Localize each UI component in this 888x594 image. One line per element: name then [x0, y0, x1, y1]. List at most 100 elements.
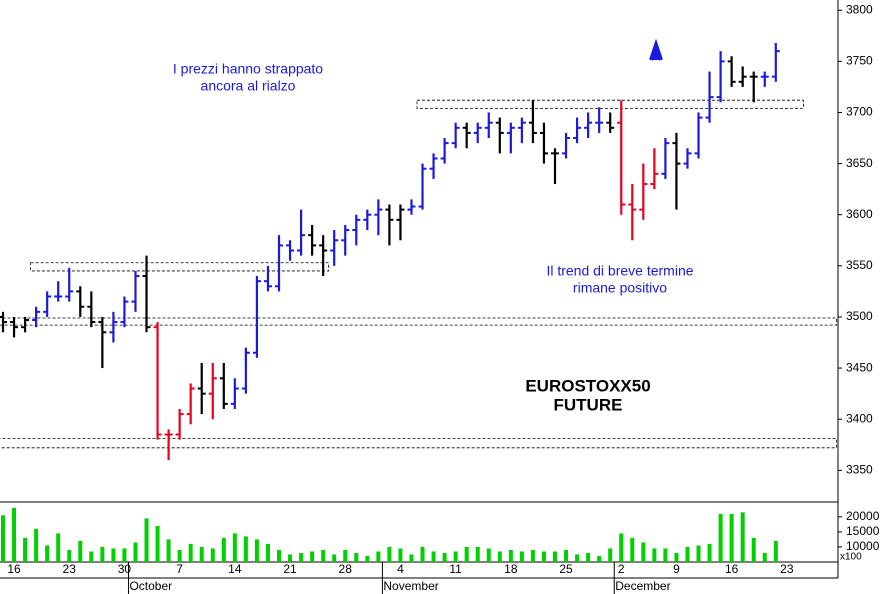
volume-bar: [299, 552, 304, 562]
volume-bar: [199, 546, 204, 562]
volume-bar: [78, 540, 83, 562]
ohlc-bar: [539, 122, 548, 164]
y-tick-label: 3350: [846, 462, 873, 476]
ohlc-bar: [617, 100, 626, 215]
ohlc-bar: [385, 204, 394, 246]
volume-bar: [497, 551, 502, 562]
ohlc-bar: [330, 230, 339, 266]
level-band: [30, 262, 330, 272]
x-tick-label: 14: [228, 562, 242, 576]
volume-bar: [144, 518, 149, 562]
volume-bar: [464, 546, 469, 562]
volume-bar: [210, 548, 215, 562]
ohlc-bar: [694, 112, 703, 159]
volume-bar: [166, 539, 171, 562]
volume-bar: [56, 533, 61, 562]
up-arrow: [649, 38, 663, 61]
volume-bar: [751, 537, 756, 562]
volume-bar: [663, 548, 668, 562]
volume-bar: [89, 551, 94, 562]
volume-bar: [442, 552, 447, 562]
ohlc-bar: [407, 199, 416, 215]
volume-bar: [553, 551, 557, 562]
volume-bar: [762, 552, 767, 562]
ohlc-bar: [760, 71, 769, 87]
volume-bar: [641, 542, 646, 562]
ohlc-bar: [109, 311, 118, 343]
annotation: Il trend di breve termine: [546, 263, 693, 279]
ohlc-bar: [573, 117, 582, 144]
volume-bar: [277, 549, 281, 562]
ohlc-bar: [208, 362, 217, 420]
level-band: [0, 317, 837, 326]
volume-bar: [177, 549, 182, 562]
ohlc-bar: [771, 42, 780, 82]
x-tick-label: 21: [283, 562, 297, 576]
y-tick-label: 3400: [846, 411, 873, 425]
volume-bar: [343, 549, 348, 562]
ohlc-bar: [252, 276, 261, 358]
volume-bar: [321, 549, 326, 562]
x-tick-label: 16: [725, 562, 739, 576]
ohlc-bar: [506, 122, 515, 154]
ohlc-bar: [153, 322, 162, 440]
volume-bar: [409, 554, 414, 562]
ohlc-bar: [672, 132, 681, 210]
ohlc-bar: [319, 235, 328, 277]
volume-bar: [155, 525, 160, 562]
volume-bar: [575, 554, 580, 562]
ohlc-bar: [308, 224, 317, 256]
annotation: EUROSTOXX50: [525, 376, 650, 395]
volume-bar: [288, 554, 293, 562]
volume-bar: [23, 537, 28, 562]
volume-bar: [674, 552, 679, 562]
x-tick-label: 23: [780, 562, 794, 576]
ohlc-bar: [54, 281, 63, 302]
ohlc-bar: [595, 107, 604, 133]
ohlc-bar: [727, 56, 736, 87]
volume-bar: [232, 533, 237, 562]
ohlc-bar: [738, 66, 747, 87]
ohlc-bar: [517, 117, 526, 144]
ohlc-bar: [705, 71, 714, 123]
y-tick-label: 3650: [846, 156, 873, 170]
x-tick-label: 23: [63, 562, 77, 576]
ohlc-bar: [551, 148, 559, 185]
volume-bar: [420, 546, 425, 562]
ohlc-bar: [484, 112, 493, 139]
ohlc-bar: [341, 224, 350, 256]
ohlc-bar: [628, 184, 637, 241]
ohlc-bar: [0, 311, 7, 333]
y-tick-label: 3800: [846, 2, 873, 16]
ohlc-bar: [197, 362, 206, 415]
ohlc-bar: [98, 316, 107, 369]
volume-bar: [100, 546, 105, 562]
ohlc-bar: [131, 270, 140, 312]
y-tick-label: 3550: [846, 258, 873, 272]
x-tick-label: 11: [449, 562, 462, 576]
ohlc-bar: [275, 235, 283, 292]
volume-bar: [34, 528, 39, 562]
volume-bar: [530, 549, 535, 562]
volume-bar: [354, 552, 359, 562]
volume-tick-label: 20000: [846, 509, 880, 523]
volume-tick-label: 15000: [846, 524, 880, 538]
ohlc-bar: [749, 71, 758, 103]
volume-bar: [773, 540, 778, 562]
month-label: November: [383, 579, 438, 593]
volume-bar: [221, 537, 226, 562]
volume-bar: [265, 543, 270, 562]
volume-bar: [122, 548, 127, 562]
ohlc-bar: [650, 148, 659, 190]
ohlc-bar: [164, 429, 173, 461]
volume-bar: [310, 551, 315, 562]
ohlc-bar: [352, 214, 361, 246]
volume-bar: [707, 543, 712, 562]
y-tick-label: 3450: [846, 360, 873, 374]
x-tick-label: 9: [673, 562, 680, 576]
ohlc-bar: [418, 163, 427, 210]
x-tick-label: 2: [618, 562, 625, 576]
ohlc-bar: [716, 51, 725, 103]
level-band: [416, 99, 804, 109]
